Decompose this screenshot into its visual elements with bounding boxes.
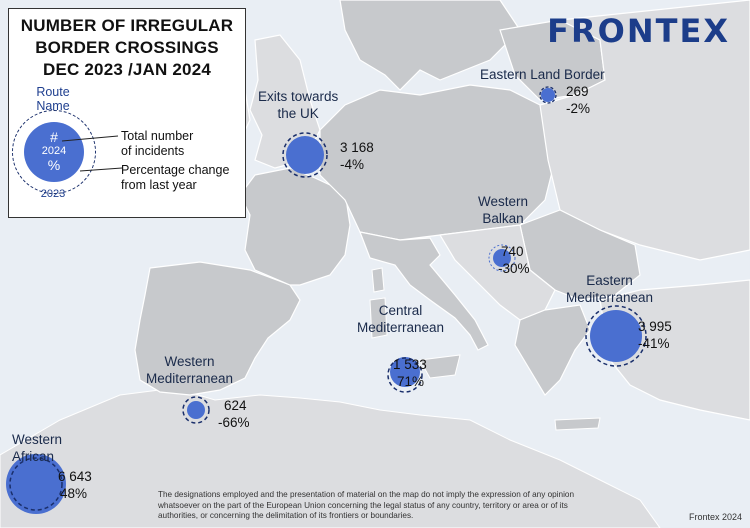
label-western-balkan-line-1: Western: [478, 194, 529, 209]
change-western-balkan: -30%: [498, 261, 530, 276]
count-eastern-land: 269: [566, 84, 589, 99]
legend-year-2023: 2023: [40, 188, 66, 200]
dash-western-balkan: [488, 244, 516, 272]
legend-bubble: [24, 122, 84, 182]
count-western-african: 6 643: [58, 469, 92, 484]
change-western-african: 48%: [60, 486, 88, 501]
label-western-balkan: Western Balkan: [478, 193, 528, 227]
count-eastern-med: 3 995: [638, 319, 672, 334]
legend-change-label: Percentage change from last year: [121, 163, 229, 193]
legend-change-line-2: from last year: [121, 178, 197, 192]
crete-land: [554, 417, 601, 431]
title-line-3: DEC 2023 /JAN 2024: [42, 60, 212, 79]
value-eastern-med: 3 995 -41%: [638, 318, 672, 352]
label-exits-uk-line-2: the UK: [277, 106, 319, 121]
change-eastern-land: -2%: [566, 101, 591, 116]
value-eastern-land: 269 -2%: [566, 83, 590, 117]
label-exits-uk: Exits towards the UK: [258, 88, 338, 122]
value-western-african: 6 643 48%: [58, 468, 92, 502]
credit-text: Frontex 2024: [688, 512, 742, 522]
label-eastern-med: Eastern Mediterranean: [566, 272, 653, 306]
central-europe-land: [319, 84, 556, 241]
label-central-med-line-2: Mediterranean: [357, 320, 445, 335]
disclaimer-text: The designations employed and the presen…: [158, 490, 575, 520]
bubble-eastern-med[interactable]: [590, 310, 642, 362]
sardinia-land: [369, 297, 388, 339]
scandinavia-land: [339, 0, 521, 91]
value-western-med: 624 -66%: [218, 397, 250, 431]
bubble-western-med[interactable]: [187, 401, 205, 419]
bubble-exits-uk[interactable]: [286, 136, 324, 174]
frontex-logo: FRONTEX: [547, 12, 730, 50]
value-western-balkan: 740 -30%: [498, 243, 530, 277]
count-central-med: 1 533: [393, 357, 427, 372]
label-western-african: Western African: [12, 431, 62, 465]
greece-land: [514, 304, 591, 396]
legend-change-line-1: Percentage change: [121, 163, 230, 177]
label-central-med-line-1: Central: [378, 303, 423, 318]
count-western-med: 624: [224, 398, 247, 413]
iberia-land: [134, 261, 301, 396]
legend-leader-lines: [61, 135, 123, 172]
dash-eastern-med: [585, 305, 647, 367]
label-western-balkan-line-2: Balkan: [482, 211, 524, 226]
change-exits-uk: -4%: [340, 157, 365, 172]
dash-eastern-land: [539, 86, 557, 104]
label-western-med: Western Mediterranean: [146, 353, 233, 387]
legend-dashed-circle: [12, 110, 96, 194]
legend-total-line-1: Total number: [121, 129, 194, 143]
change-central-med: 71%: [397, 374, 425, 389]
dash-western-med: [182, 396, 210, 424]
title-line-2: BORDER CROSSINGS: [35, 38, 219, 57]
bubble-central-med[interactable]: [390, 357, 420, 387]
dash-western-african: [9, 457, 63, 511]
label-eastern-med-line-1: Eastern: [586, 273, 633, 288]
legend-year-2024: 2024: [41, 145, 67, 157]
value-central-med: 1 533 71%: [393, 356, 427, 390]
change-western-med: -66%: [218, 415, 250, 430]
legend-total-label: Total number of incidents: [121, 129, 193, 159]
dash-exits-uk: [282, 132, 328, 178]
title-line-1: NUMBER OF IRREGULAR: [20, 16, 234, 35]
change-eastern-med: -41%: [638, 336, 670, 351]
label-western-african-line-1: Western: [12, 432, 63, 447]
label-western-med-line-2: Mediterranean: [146, 371, 234, 386]
bubble-eastern-land[interactable]: [541, 88, 555, 102]
sicily-land: [419, 354, 461, 379]
label-eastern-land: Eastern Land Border: [480, 67, 605, 82]
label-exits-uk-line-1: Exits towards: [258, 89, 339, 104]
value-exits-uk: 3 168 -4%: [340, 139, 374, 173]
legend-hash: #: [50, 129, 58, 145]
dash-central-med: [387, 357, 423, 393]
legend-bubble-text: # 2024 %: [24, 130, 84, 173]
label-western-med-line-1: Western: [164, 354, 215, 369]
italy-land: [359, 231, 489, 351]
france-land: [239, 167, 351, 286]
legend-route-name: Route Name: [36, 85, 70, 113]
bubble-western-balkan[interactable]: [493, 249, 511, 267]
label-eastern-med-line-2: Mediterranean: [566, 290, 654, 305]
bubble-western-african[interactable]: [6, 454, 66, 514]
legend-total-line-2: of incidents: [121, 144, 185, 158]
corsica-land: [371, 267, 385, 293]
count-western-balkan: 740: [501, 244, 524, 259]
label-western-african-line-2: African: [12, 449, 55, 464]
label-central-med: Central Mediterranean: [357, 302, 444, 336]
legend-pct: %: [47, 157, 61, 173]
count-exits-uk: 3 168: [340, 140, 374, 155]
